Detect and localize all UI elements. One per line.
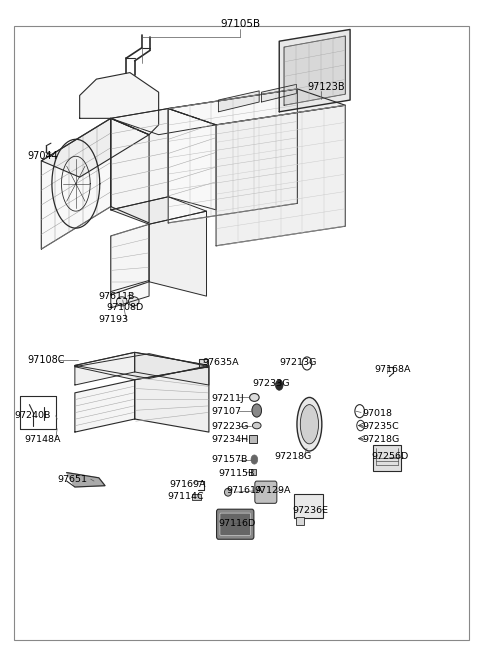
Text: 97157B: 97157B <box>211 455 248 464</box>
Polygon shape <box>284 36 345 105</box>
Polygon shape <box>41 119 149 177</box>
Ellipse shape <box>252 422 261 429</box>
Ellipse shape <box>297 398 322 451</box>
Text: 97240B: 97240B <box>14 411 50 421</box>
Text: 97218G: 97218G <box>275 453 312 461</box>
Text: 97211J: 97211J <box>211 394 244 403</box>
Polygon shape <box>262 84 297 102</box>
Text: 97611B: 97611B <box>99 291 135 301</box>
Polygon shape <box>111 109 216 135</box>
Polygon shape <box>111 109 168 210</box>
Text: 97233G: 97233G <box>252 379 289 388</box>
Text: 97108D: 97108D <box>106 303 143 312</box>
FancyBboxPatch shape <box>373 445 401 472</box>
Text: 97123B: 97123B <box>307 82 345 92</box>
Polygon shape <box>75 352 209 379</box>
Polygon shape <box>149 211 206 296</box>
Bar <box>192 493 201 500</box>
Circle shape <box>251 455 258 464</box>
Text: 97108C: 97108C <box>27 355 64 365</box>
Text: 97107: 97107 <box>211 407 241 416</box>
Circle shape <box>276 380 283 390</box>
Ellipse shape <box>129 297 139 306</box>
Bar <box>199 359 208 367</box>
Polygon shape <box>168 89 345 125</box>
Text: 97256D: 97256D <box>372 453 409 461</box>
Text: 97169A: 97169A <box>169 480 205 489</box>
Polygon shape <box>218 91 259 112</box>
Circle shape <box>252 404 262 417</box>
Polygon shape <box>41 119 111 249</box>
Polygon shape <box>75 354 209 380</box>
Text: 97105B: 97105B <box>220 19 260 29</box>
Text: 97236E: 97236E <box>293 506 329 515</box>
Text: 97114C: 97114C <box>167 492 204 500</box>
Text: 97213G: 97213G <box>279 358 317 367</box>
Text: 97044: 97044 <box>27 151 58 161</box>
Ellipse shape <box>300 405 319 444</box>
Bar <box>251 469 256 476</box>
FancyBboxPatch shape <box>255 481 277 503</box>
Polygon shape <box>168 89 298 223</box>
Text: 97168A: 97168A <box>374 365 410 374</box>
Text: 97635A: 97635A <box>203 358 240 367</box>
Polygon shape <box>80 73 158 135</box>
Polygon shape <box>67 473 105 487</box>
Ellipse shape <box>250 394 259 402</box>
Polygon shape <box>75 352 135 385</box>
Text: 97115B: 97115B <box>218 470 255 478</box>
Text: 97116D: 97116D <box>218 519 256 528</box>
Bar <box>297 517 304 525</box>
Polygon shape <box>279 29 350 112</box>
Ellipse shape <box>117 297 127 306</box>
Polygon shape <box>111 119 149 223</box>
Text: 97148A: 97148A <box>24 436 61 445</box>
Text: 97234H: 97234H <box>211 436 249 445</box>
Text: 97129A: 97129A <box>254 487 291 495</box>
Polygon shape <box>216 105 345 246</box>
Text: 97223G: 97223G <box>211 422 249 432</box>
Text: 97218G: 97218G <box>362 436 399 445</box>
Text: 97193: 97193 <box>99 315 129 324</box>
FancyBboxPatch shape <box>220 513 251 535</box>
Polygon shape <box>168 109 216 210</box>
Polygon shape <box>111 280 149 308</box>
Text: 97161A: 97161A <box>227 487 263 495</box>
Text: 97018: 97018 <box>362 409 392 419</box>
FancyBboxPatch shape <box>216 509 254 539</box>
Polygon shape <box>135 367 209 432</box>
Polygon shape <box>111 224 149 295</box>
FancyBboxPatch shape <box>294 493 323 518</box>
Ellipse shape <box>225 488 232 496</box>
Bar <box>249 436 257 443</box>
Polygon shape <box>75 380 135 432</box>
Polygon shape <box>135 352 209 385</box>
Text: 97651: 97651 <box>57 475 87 483</box>
Polygon shape <box>111 196 206 224</box>
Text: 97235C: 97235C <box>362 422 399 432</box>
